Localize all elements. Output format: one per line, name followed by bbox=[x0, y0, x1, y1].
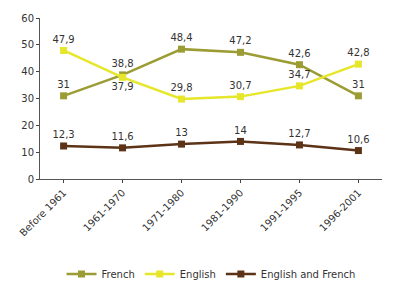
svg-text:13: 13 bbox=[175, 127, 188, 138]
svg-text:37,9: 37,9 bbox=[111, 81, 133, 92]
svg-text:0: 0 bbox=[28, 174, 34, 185]
svg-text:1996-2001: 1996-2001 bbox=[317, 187, 363, 233]
svg-text:20: 20 bbox=[21, 120, 34, 131]
svg-text:11,6: 11,6 bbox=[111, 131, 133, 142]
svg-text:1971-1980: 1971-1980 bbox=[140, 187, 186, 233]
svg-text:48,4: 48,4 bbox=[170, 32, 192, 43]
svg-text:English and French: English and French bbox=[261, 269, 356, 280]
svg-text:1991-1995: 1991-1995 bbox=[258, 187, 304, 233]
svg-text:12,7: 12,7 bbox=[288, 128, 310, 139]
svg-text:French: French bbox=[102, 269, 135, 280]
svg-text:34,7: 34,7 bbox=[288, 69, 310, 80]
svg-text:1981-1990: 1981-1990 bbox=[199, 187, 245, 233]
svg-text:Before 1961: Before 1961 bbox=[17, 187, 68, 238]
svg-text:30: 30 bbox=[21, 93, 34, 104]
svg-text:10,6: 10,6 bbox=[347, 134, 369, 145]
svg-text:31: 31 bbox=[352, 79, 365, 90]
svg-text:50: 50 bbox=[21, 39, 34, 50]
svg-text:29,8: 29,8 bbox=[170, 82, 192, 93]
svg-text:10: 10 bbox=[21, 147, 34, 158]
svg-text:31: 31 bbox=[57, 79, 70, 90]
svg-text:40: 40 bbox=[21, 66, 34, 77]
svg-text:14: 14 bbox=[234, 125, 247, 136]
svg-text:47,9: 47,9 bbox=[52, 34, 74, 45]
svg-text:12,3: 12,3 bbox=[52, 129, 74, 140]
svg-text:42,6: 42,6 bbox=[288, 48, 310, 59]
svg-text:42,8: 42,8 bbox=[347, 47, 369, 58]
svg-text:1961-1970: 1961-1970 bbox=[81, 187, 127, 233]
svg-text:30,7: 30,7 bbox=[229, 80, 251, 91]
svg-text:47,2: 47,2 bbox=[229, 35, 251, 46]
svg-text:38,8: 38,8 bbox=[111, 58, 133, 69]
svg-text:English: English bbox=[180, 269, 216, 280]
svg-text:60: 60 bbox=[21, 13, 34, 24]
